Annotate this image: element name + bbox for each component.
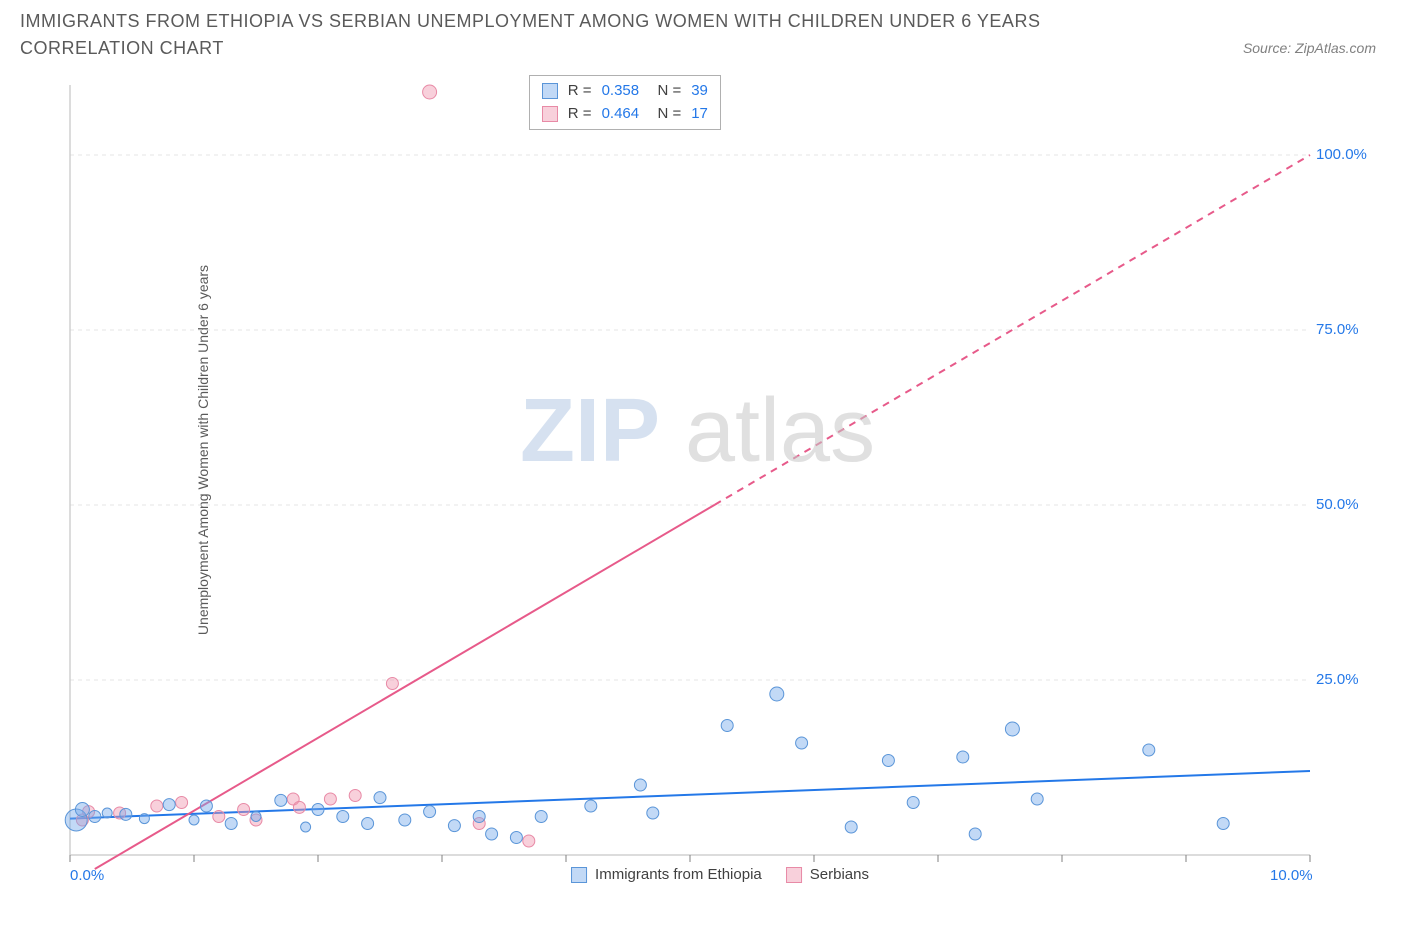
y-tick-label: 100.0%: [1316, 146, 1367, 163]
stat-r-value: 0.464: [602, 103, 640, 126]
chart-title: IMMIGRANTS FROM ETHIOPIA VS SERBIAN UNEM…: [20, 8, 1120, 62]
stat-n-key: N =: [649, 80, 681, 103]
stat-row: R = 0.358 N = 39: [542, 80, 708, 103]
legend-item: Immigrants from Ethiopia: [571, 866, 762, 883]
stat-n-value: 39: [691, 80, 708, 103]
swatch-icon: [542, 83, 558, 99]
y-tick-label: 50.0%: [1316, 496, 1359, 513]
legend-label: Immigrants from Ethiopia: [595, 866, 762, 883]
legend-label: Serbians: [810, 866, 869, 883]
y-tick-label: 75.0%: [1316, 321, 1359, 338]
legend: Immigrants from Ethiopia Serbians: [571, 866, 869, 883]
x-tick-label: 10.0%: [1270, 867, 1313, 884]
chart-area: R =0.358 N =39R =0.464 N =17 ZIP atlas I…: [60, 75, 1380, 885]
stat-r-key: R =: [568, 80, 592, 103]
swatch-icon: [571, 867, 587, 883]
stat-r-key: R =: [568, 103, 592, 126]
x-tick-label: 0.0%: [70, 867, 104, 884]
source-citation: Source: ZipAtlas.com: [1243, 40, 1376, 56]
y-tick-label: 25.0%: [1316, 671, 1359, 688]
stat-row: R = 0.464 N = 17: [542, 103, 708, 126]
scatter-plot: [60, 75, 1380, 885]
correlation-stats-box: R = 0.358 N = 39 R = 0.464 N = 17: [529, 75, 721, 130]
stat-n-value: 17: [691, 103, 708, 126]
legend-item: Serbians: [786, 866, 869, 883]
stat-r-value: 0.358: [602, 80, 640, 103]
stat-n-key: N =: [649, 103, 681, 126]
swatch-icon: [542, 106, 558, 122]
swatch-icon: [786, 867, 802, 883]
